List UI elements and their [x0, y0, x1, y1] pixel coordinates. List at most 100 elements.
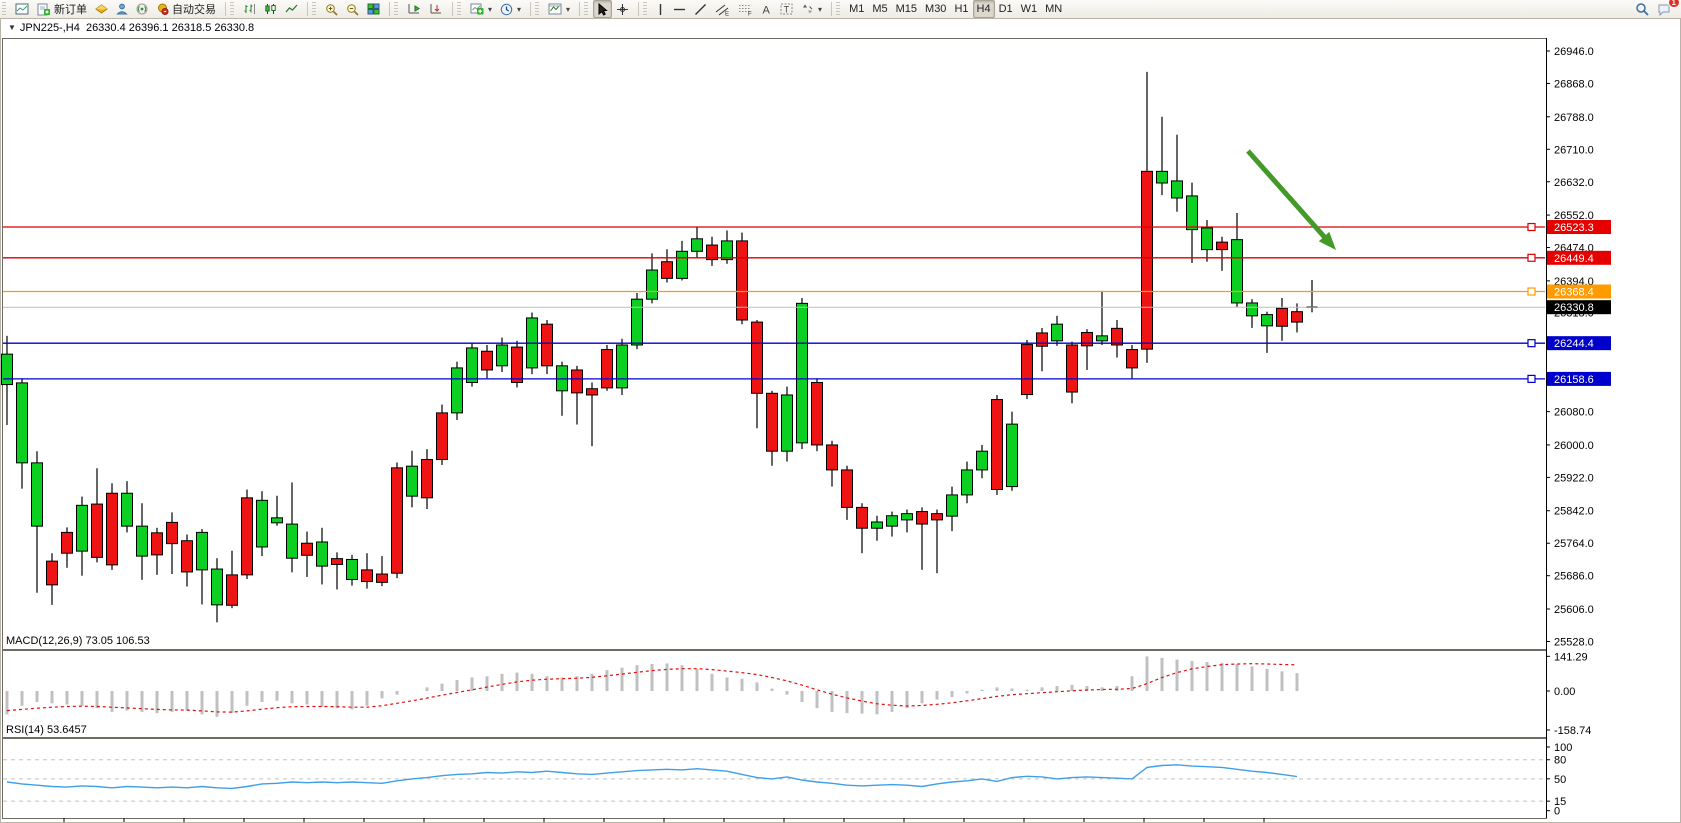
signals-button[interactable]: [132, 0, 152, 18]
market-watch-button[interactable]: [91, 0, 112, 18]
tf-m5-button[interactable]: M5: [868, 0, 891, 18]
bar-chart-button[interactable]: [239, 0, 260, 18]
line-handle-marker[interactable]: [1527, 374, 1536, 383]
tf-d1-button-label: D1: [998, 3, 1013, 15]
tf-m15-button[interactable]: M15: [892, 0, 921, 18]
dropdown-caret-icon: ▾: [488, 4, 493, 14]
bear-candle: [1036, 332, 1048, 347]
line-chart-button[interactable]: [281, 0, 302, 18]
tf-m15-button-label: M15: [895, 3, 918, 15]
bull-candle: [616, 344, 628, 389]
bull-candle: [961, 469, 973, 496]
textT-icon: T: [780, 3, 793, 15]
search-icon: [1635, 2, 1649, 16]
text-button[interactable]: A: [757, 0, 776, 18]
price-axis-label: 25686.0: [1554, 571, 1594, 583]
bear-candle: [46, 560, 58, 586]
shift-icon: [429, 3, 443, 15]
tf-d1-button[interactable]: D1: [995, 0, 1017, 18]
toolbar-grip: [457, 2, 461, 16]
rsi-indicator-label: RSI(14) 53.6457: [6, 724, 87, 736]
rsi-line[interactable]: [6, 764, 1298, 790]
notifications-button[interactable]: 1: [1653, 0, 1680, 18]
auto-scroll-button[interactable]: [403, 0, 425, 18]
toolbar-grip: [643, 2, 648, 16]
tf-h4-button-label: H4: [976, 3, 991, 15]
tf-h4-button[interactable]: H4: [972, 0, 995, 18]
trendline-button[interactable]: [690, 0, 711, 18]
bull-candle: [211, 568, 223, 606]
price-axis-label: 26000.0: [1554, 440, 1594, 452]
cursor-button[interactable]: [593, 0, 613, 18]
line-handle-marker[interactable]: [1527, 222, 1536, 232]
macd-pane: [5, 656, 1299, 717]
price-axis[interactable]: 26946.0 26868.0 26788.0 26710.0 26632.0 26552…: [1546, 38, 1611, 818]
price-badge: [1547, 250, 1611, 265]
text-label-button[interactable]: T: [776, 0, 797, 18]
candlestick-chart-button[interactable]: [260, 0, 281, 18]
bear-candle: [226, 574, 238, 606]
bull-candle: [1201, 227, 1213, 251]
bear-candle: [361, 569, 373, 583]
bull-candle: [466, 347, 478, 383]
tf-mn-button[interactable]: MN: [1041, 0, 1066, 18]
macd-signal-line[interactable]: [6, 663, 1298, 713]
vline-icon: [656, 3, 665, 16]
fibonacci-button[interactable]: F: [734, 0, 757, 18]
bear-candle: [1141, 170, 1153, 350]
period-menu-button[interactable]: ▾: [496, 0, 525, 18]
search-button[interactable]: [1631, 0, 1653, 18]
tile-windows-button[interactable]: [363, 0, 384, 18]
crosshair-button[interactable]: [612, 0, 633, 18]
zoom-in-button[interactable]: [321, 0, 342, 18]
arrows-button[interactable]: ▾: [797, 0, 826, 18]
bars-icon: [243, 3, 256, 15]
tf-w1-button[interactable]: W1: [1017, 0, 1042, 18]
person-icon: [116, 3, 128, 15]
rsi-axis-label: 80: [1554, 755, 1566, 767]
line-handle-marker[interactable]: [1527, 339, 1536, 348]
symbol-info-row[interactable]: ▼ JPN225-,H4 26330.4 26396.1 26318.5 2633…: [8, 22, 254, 34]
new-order-button-label: 新订单: [54, 4, 87, 16]
bear-candle: [241, 497, 253, 576]
bear-candle: [766, 392, 778, 452]
price-badge-text: 26158.6: [1554, 374, 1594, 386]
equidistant-channel-button[interactable]: E: [711, 0, 734, 18]
toolbar-grip: [535, 2, 540, 16]
vertical-line-button[interactable]: [652, 0, 669, 18]
bear-candle: [751, 321, 763, 394]
trend-arrow-annotation[interactable]: [1246, 149, 1336, 250]
price-badge: [1547, 300, 1611, 315]
line-handle-marker[interactable]: [1527, 287, 1536, 296]
profile-button[interactable]: [112, 0, 132, 18]
chart-shift-button[interactable]: [425, 0, 447, 18]
horizontal-line-button[interactable]: [669, 0, 690, 18]
chart-window-button[interactable]: [11, 0, 33, 18]
tf-h1-button[interactable]: H1: [950, 0, 972, 18]
bear-candle: [841, 469, 853, 508]
new-chart-button[interactable]: ▾: [466, 0, 496, 18]
bull-candle: [496, 344, 508, 367]
bear-candle: [181, 540, 193, 573]
bear-candle: [301, 542, 313, 556]
bear-candle: [1081, 332, 1093, 347]
templates-button[interactable]: ▾: [544, 0, 574, 18]
zoom-out-button[interactable]: [342, 0, 363, 18]
bear-candle: [1066, 344, 1078, 393]
bull-candle: [676, 250, 688, 279]
bull-candle: [1051, 323, 1063, 342]
chart-canvas[interactable]: 26946.0 26868.0 26788.0 26710.0 26632.0 26552…: [0, 18, 1681, 823]
toolbar-separator: [307, 2, 308, 16]
line-handle-marker[interactable]: [1527, 253, 1536, 262]
new-order-button[interactable]: 新订单: [33, 0, 91, 18]
bull-candle: [781, 394, 793, 452]
price-axis-label: 26788.0: [1554, 112, 1594, 124]
neworder-icon: [37, 3, 51, 16]
tf-m1-button[interactable]: M1: [845, 0, 868, 18]
autotrade-button[interactable]: 自动交易: [152, 0, 220, 18]
bear-candle: [331, 558, 343, 565]
tf-m30-button[interactable]: M30: [921, 0, 950, 18]
time-axis[interactable]: 30 Dec 202230 Dec 18:553 Jan 10:554 Jan …: [34, 818, 1295, 823]
bear-candle: [1216, 241, 1228, 251]
price-axis-label: 25764.0: [1554, 538, 1594, 550]
